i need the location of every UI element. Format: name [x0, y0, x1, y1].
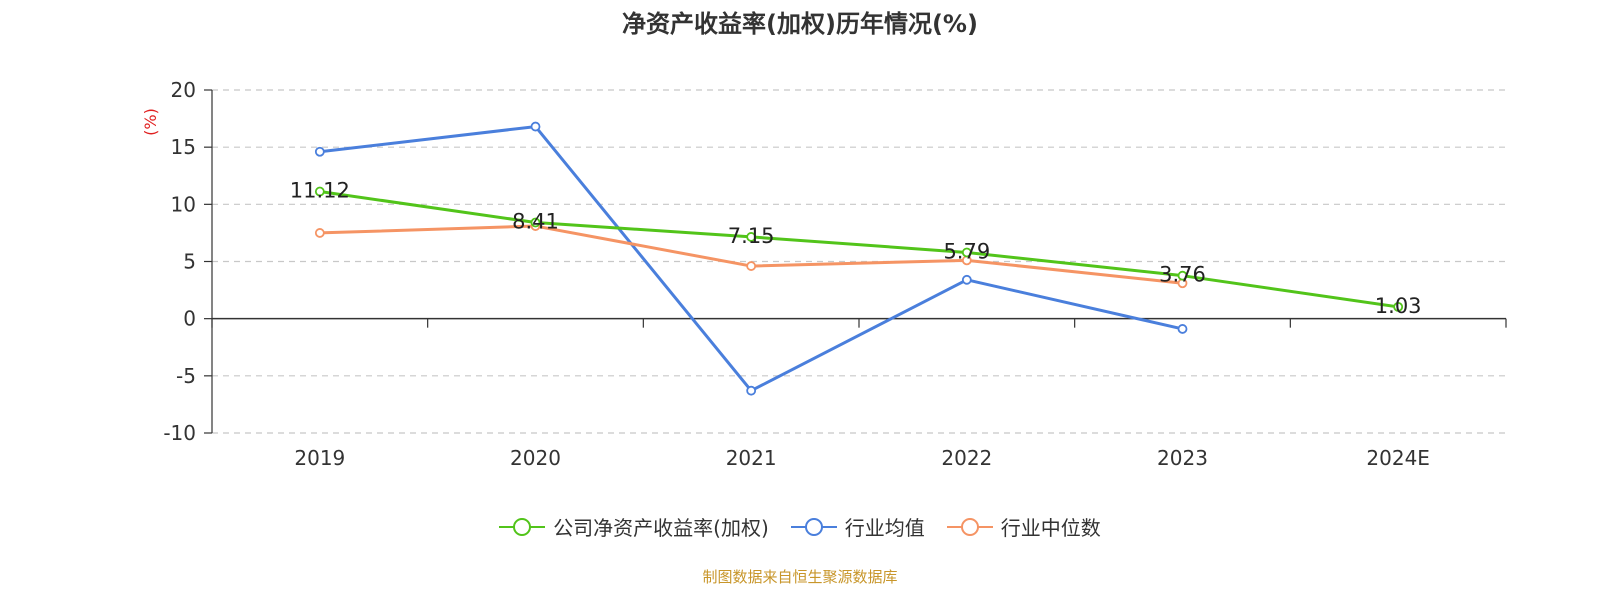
data-point — [961, 274, 972, 285]
data-label: 8.41 — [512, 210, 559, 234]
y-tick-label: 15 — [171, 135, 196, 159]
series-line-0 — [319, 190, 1399, 309]
x-tick-label: 2020 — [510, 446, 561, 470]
data-point — [314, 186, 325, 197]
data-point — [746, 261, 757, 271]
data-label: 7.15 — [728, 224, 775, 248]
y-axis-label: (%) — [141, 108, 160, 136]
data-point — [1177, 270, 1188, 281]
data-point — [1393, 301, 1404, 312]
y-tick-label: 10 — [171, 192, 196, 216]
x-tick-label: 2023 — [1157, 446, 1208, 470]
data-label: 3.76 — [1159, 263, 1206, 287]
x-tick-label: 2024E — [1366, 446, 1430, 470]
legend-item-industry-mean[interactable]: 行业均值 — [790, 512, 925, 541]
legend-swatch-blue-icon — [790, 517, 837, 536]
data-point — [530, 217, 541, 228]
series-lines — [314, 121, 1404, 396]
legend: 公司净资产收益率(加权) 行业均值 行业中位数 — [0, 512, 1600, 541]
x-tick-label: 2022 — [941, 446, 992, 470]
legend-item-company[interactable]: 公司净资产收益率(加权) — [499, 512, 769, 541]
data-point — [314, 228, 325, 238]
legend-swatch-orange-icon — [946, 517, 993, 536]
data-source-note: 制图数据来自恒生聚源数据库 — [702, 568, 898, 586]
data-point — [746, 232, 757, 242]
data-point — [746, 385, 757, 396]
data-labels: 11.12 8.41 7.15 5.79 3.76 1.03 — [290, 179, 1422, 318]
legend-label-company: 公司净资产收益率(加权) — [553, 516, 769, 540]
y-tick-label: 0 — [183, 307, 196, 331]
chart-title: 净资产收益率(加权)历年情况(%) — [622, 10, 978, 38]
data-label: 5.79 — [943, 239, 990, 263]
y-tick-label: -10 — [163, 421, 196, 445]
data-point — [961, 247, 972, 258]
y-tick-label: -5 — [176, 364, 196, 388]
x-tick-label: 2021 — [726, 446, 777, 470]
legend-swatch-green-icon — [499, 517, 546, 536]
data-point — [314, 146, 325, 157]
legend-label-industry-mean: 行业均值 — [844, 516, 925, 540]
y-tick-label: 5 — [183, 250, 196, 274]
grid-lines — [212, 89, 1506, 434]
data-label: 1.03 — [1375, 294, 1422, 318]
data-point — [530, 121, 541, 132]
data-point — [1177, 324, 1188, 334]
series-line-1 — [319, 125, 1183, 393]
legend-item-industry-median[interactable]: 行业中位数 — [946, 512, 1101, 541]
y-tick-label: 20 — [171, 78, 196, 102]
data-label: 11.12 — [290, 179, 350, 203]
axes: -10 -5 0 5 10 15 20 2019 2020 2021 2022 2023 2024E — [163, 78, 1507, 470]
legend-label-industry-median: 行业中位数 — [1000, 516, 1101, 540]
x-tick-label: 2019 — [294, 446, 345, 470]
